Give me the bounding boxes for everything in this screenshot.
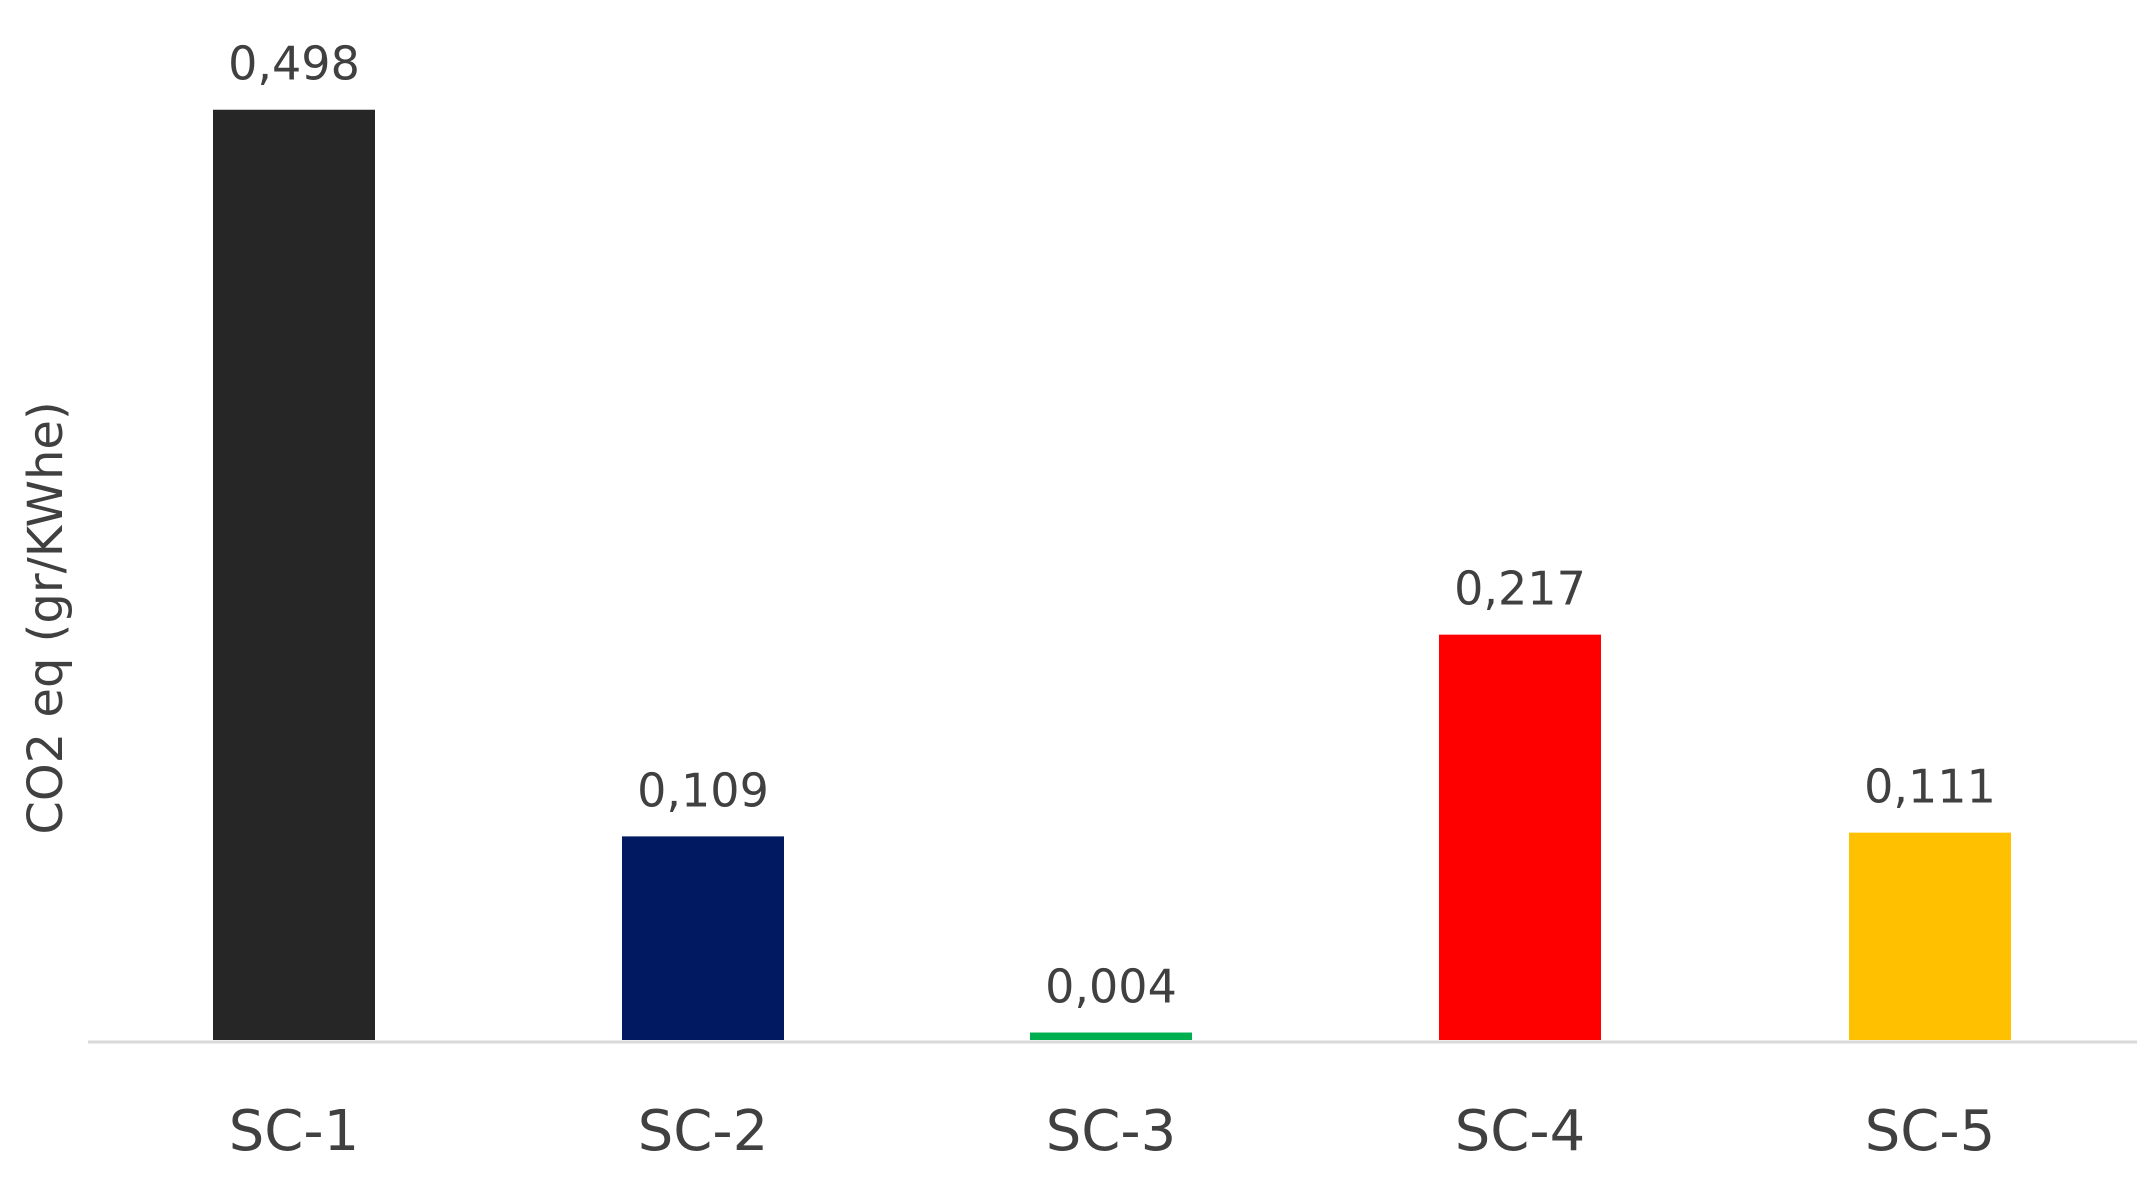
- value-label-sc-5: 0,111: [1864, 760, 1996, 814]
- bar-sc-2: [622, 836, 784, 1040]
- bar-sc-1: [213, 109, 375, 1040]
- category-label-sc-2: SC-2: [638, 1099, 768, 1164]
- bar-sc-3: [1030, 1032, 1192, 1040]
- value-labels-group: 0,498 0,109 0,004 0,217 0,111: [228, 37, 1996, 1014]
- y-axis-label: CO2 eq (gr/KWhe): [18, 401, 74, 834]
- bars-group: [213, 109, 2011, 1040]
- category-label-sc-3: SC-3: [1046, 1099, 1176, 1164]
- value-label-sc-2: 0,109: [637, 763, 769, 817]
- value-label-sc-4: 0,217: [1454, 562, 1586, 616]
- category-label-sc-4: SC-4: [1455, 1099, 1585, 1164]
- bar-sc-4: [1439, 634, 1601, 1040]
- value-label-sc-1: 0,498: [228, 37, 360, 91]
- bar-sc-5: [1849, 832, 2011, 1040]
- category-label-sc-1: SC-1: [229, 1099, 359, 1164]
- category-label-sc-5: SC-5: [1865, 1099, 1995, 1164]
- category-labels-group: SC-1 SC-2 SC-3 SC-4 SC-5: [229, 1099, 1995, 1164]
- value-label-sc-3: 0,004: [1045, 960, 1177, 1014]
